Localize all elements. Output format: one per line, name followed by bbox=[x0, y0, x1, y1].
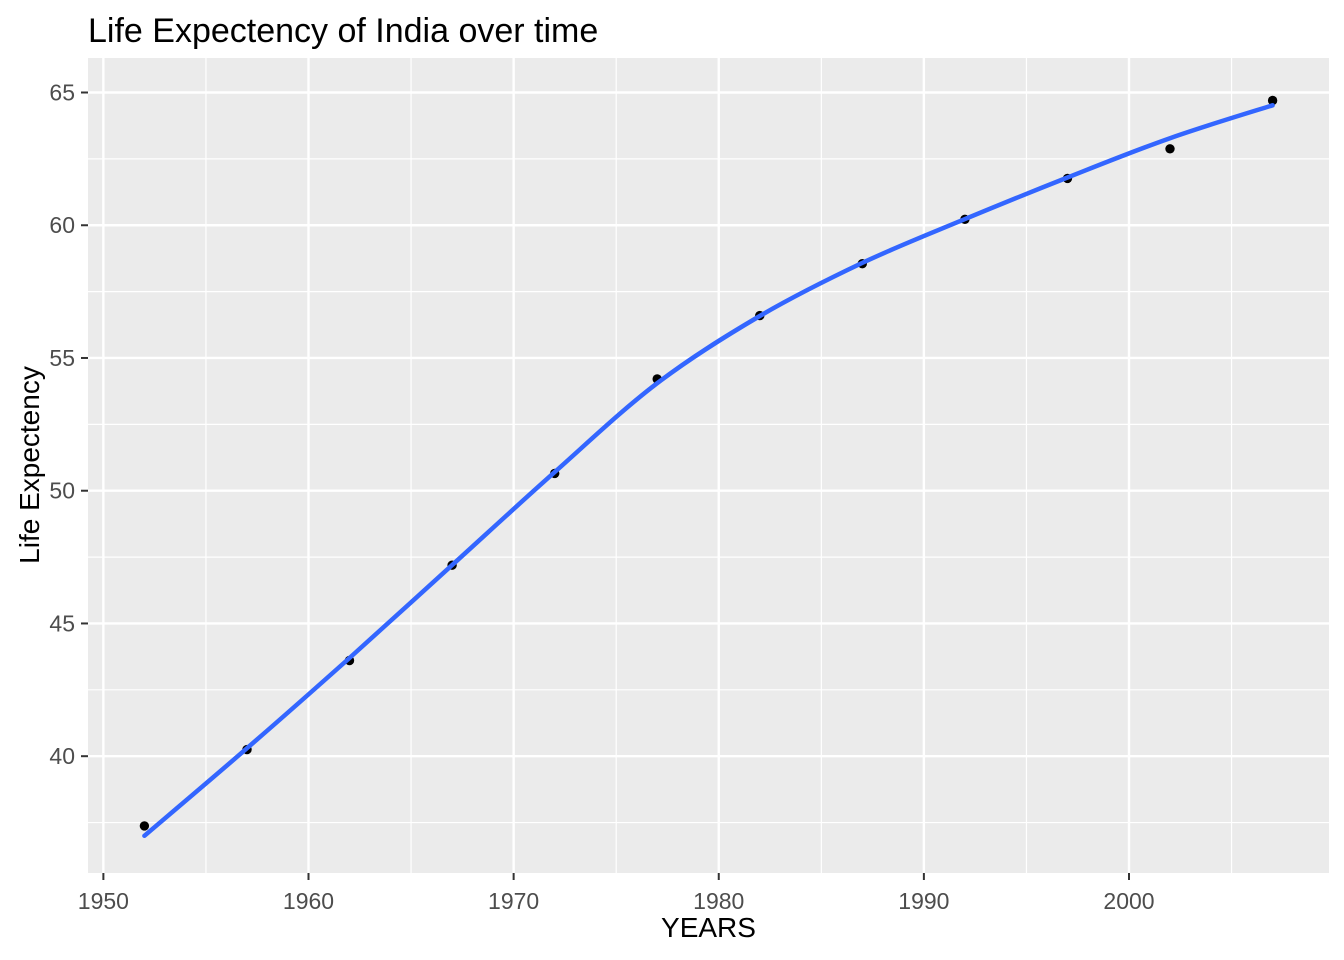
y-tick-label: 65 bbox=[49, 80, 75, 106]
x-tick-label: 1950 bbox=[78, 888, 129, 914]
y-tick-label: 45 bbox=[49, 610, 75, 636]
x-tick-label: 2000 bbox=[1103, 888, 1154, 914]
smooth-line bbox=[142, 103, 1275, 839]
y-tick-label: 40 bbox=[49, 743, 75, 769]
data-point bbox=[1267, 95, 1278, 106]
x-tick-label: 1960 bbox=[283, 888, 334, 914]
y-tick-label: 55 bbox=[49, 345, 75, 371]
x-tick-label: 1970 bbox=[488, 888, 539, 914]
x-tick-label: 1980 bbox=[693, 888, 744, 914]
x-tick-label: 1990 bbox=[898, 888, 949, 914]
y-axis-title: Life Expectency bbox=[14, 366, 45, 564]
chart-title: Life Expectency of India over time bbox=[88, 12, 599, 50]
x-axis-title: YEARS bbox=[661, 912, 756, 943]
y-tick-label: 50 bbox=[49, 478, 75, 504]
data-point bbox=[139, 821, 150, 831]
y-tick-label: 60 bbox=[49, 212, 75, 238]
panel-background bbox=[88, 58, 1329, 873]
data-point bbox=[1165, 144, 1175, 154]
